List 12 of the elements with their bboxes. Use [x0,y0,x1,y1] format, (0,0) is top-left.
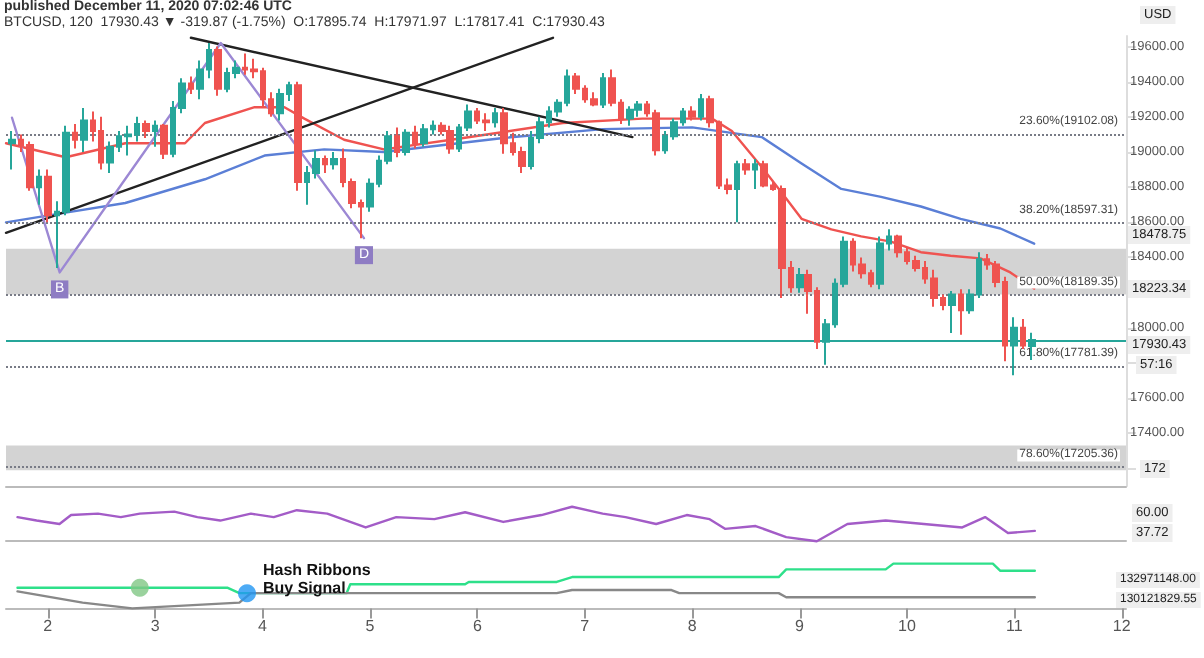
x-tick-label: 6 [472,617,483,635]
x-tick-label: 2 [43,617,54,635]
annotation: Hash Ribbons Buy Signal [262,561,376,598]
x-tick-label: 12 [1112,617,1132,635]
x-tick-label: 3 [150,617,161,635]
x-tick-label: 7 [580,617,591,635]
x-tick-label: 10 [898,617,917,635]
x-tick-label: 9 [795,617,806,635]
x-tick-label: 11 [1006,617,1024,635]
x-tick-label: 8 [687,617,698,635]
x-tick-label: 4 [258,617,269,635]
x-tick-label: 5 [365,617,376,635]
